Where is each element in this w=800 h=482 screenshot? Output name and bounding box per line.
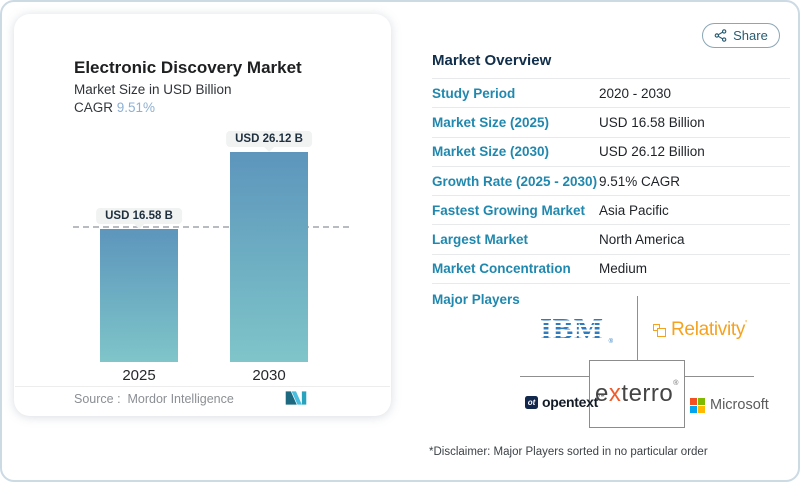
row-label: Largest Market	[432, 232, 529, 248]
bar-value-label: USD 16.58 B	[105, 210, 173, 222]
row-label: Study Period	[432, 85, 516, 101]
chart-title: Electronic Discovery Market	[74, 58, 302, 77]
relativity-square-small	[653, 323, 660, 331]
bar-value-tooltip: USD 26.12 B	[226, 131, 312, 147]
exterro-e: e	[595, 380, 609, 407]
ms-square-green	[698, 397, 705, 405]
table-row: Study Period 2020 - 2030	[432, 79, 790, 109]
chart-cagr: CAGR 9.51%	[74, 100, 155, 115]
row-label: Fastest Growing Market	[432, 202, 586, 218]
ms-square-blue	[690, 405, 697, 413]
table-row: Market Size (2025) USD 16.58 Billion	[432, 108, 790, 138]
mordor-intelligence-logo-icon	[285, 391, 307, 405]
exterro-x: x	[608, 380, 622, 407]
microsoft-window-icon	[690, 397, 705, 413]
x-axis-label: 2025	[122, 367, 156, 384]
players-horizontal-connector-right	[685, 376, 754, 377]
relativity-square-big	[657, 327, 666, 337]
chart-bar	[100, 229, 178, 362]
ibm-registered-mark: ®	[608, 339, 613, 345]
players-horizontal-connector-left	[520, 376, 589, 377]
bar-value-label: USD 26.12 B	[235, 133, 303, 145]
exterro-logo-box: exterro®	[589, 360, 685, 428]
reference-dashed-line	[73, 226, 349, 228]
major-players-label: Major Players	[432, 292, 520, 307]
microsoft-logo: Microsoft	[690, 397, 769, 413]
row-value: Asia Pacific	[599, 202, 669, 218]
share-icon	[714, 29, 727, 42]
bar-group-2030: USD 26.12 B 2030	[226, 131, 312, 384]
exterro-rest: terro	[621, 380, 674, 407]
row-value: North America	[599, 232, 685, 248]
bar-value-tooltip: USD 16.58 B	[96, 208, 182, 224]
relativity-logo: Relativity'	[653, 319, 747, 341]
cagr-value: 9.51%	[116, 100, 156, 115]
table-row: Market Size (2030) USD 26.12 Billion	[432, 138, 790, 167]
chart-bar	[230, 152, 308, 362]
opentext-wordmark: opentext™	[542, 394, 605, 410]
row-value: USD 26.12 Billion	[599, 144, 705, 160]
share-button-label: Share	[733, 28, 768, 43]
players-vertical-connector	[637, 296, 638, 360]
market-overview-table: Study Period 2020 - 2030 Market Size (20…	[432, 78, 790, 285]
microsoft-wordmark: Microsoft	[710, 397, 769, 413]
market-chart-card: Electronic Discovery Market Market Size …	[14, 14, 391, 416]
row-label: Growth Rate (2025 - 2030)	[432, 173, 598, 189]
x-axis-label: 2030	[252, 367, 286, 384]
opentext-trademark: ™	[597, 394, 605, 401]
row-value: USD 16.58 Billion	[599, 114, 705, 130]
disclaimer-text: *Disclaimer: Major Players sorted in no …	[429, 446, 708, 458]
table-row: Largest Market North America	[432, 225, 790, 255]
opentext-badge-icon: ot	[525, 395, 538, 409]
market-overview-title: Market Overview	[432, 52, 552, 69]
source-divider	[15, 386, 390, 387]
ms-square-yellow	[698, 405, 705, 413]
exterro-wordmark: exterro®	[595, 380, 679, 408]
exterro-registered-mark: ®	[673, 380, 679, 387]
table-row: Fastest Growing Market Asia Pacific	[432, 196, 790, 226]
relativity-squares-icon	[653, 323, 668, 338]
ibm-logo: IBM ®	[540, 313, 613, 345]
relativity-wordmark: Relativity'	[671, 319, 747, 341]
row-value: 9.51% CAGR	[599, 173, 681, 189]
row-label: Market Concentration	[432, 261, 571, 277]
ms-square-red	[690, 397, 697, 405]
cagr-label: CAGR	[74, 100, 117, 115]
opentext-logo: ot opentext™	[525, 394, 605, 410]
opentext-text: opentext	[542, 394, 598, 410]
chart-subtitle: Market Size in USD Billion	[74, 82, 232, 97]
source-text: Source : Mordor Intelligence	[74, 392, 234, 406]
row-label: Market Size (2030)	[432, 144, 550, 160]
relativity-tick: '	[745, 319, 747, 330]
row-value: Medium	[599, 261, 648, 277]
bar-group-2025: USD 16.58 B 2025	[96, 208, 182, 384]
table-row: Growth Rate (2025 - 2030) 9.51% CAGR	[432, 167, 790, 197]
table-row: Market Concentration Medium	[432, 255, 790, 285]
row-label: Market Size (2025)	[432, 114, 550, 130]
ibm-stripes-overlay	[540, 314, 606, 344]
row-value: 2020 - 2030	[599, 85, 672, 101]
share-button[interactable]: Share	[702, 23, 780, 48]
relativity-text: Relativity	[671, 319, 746, 340]
